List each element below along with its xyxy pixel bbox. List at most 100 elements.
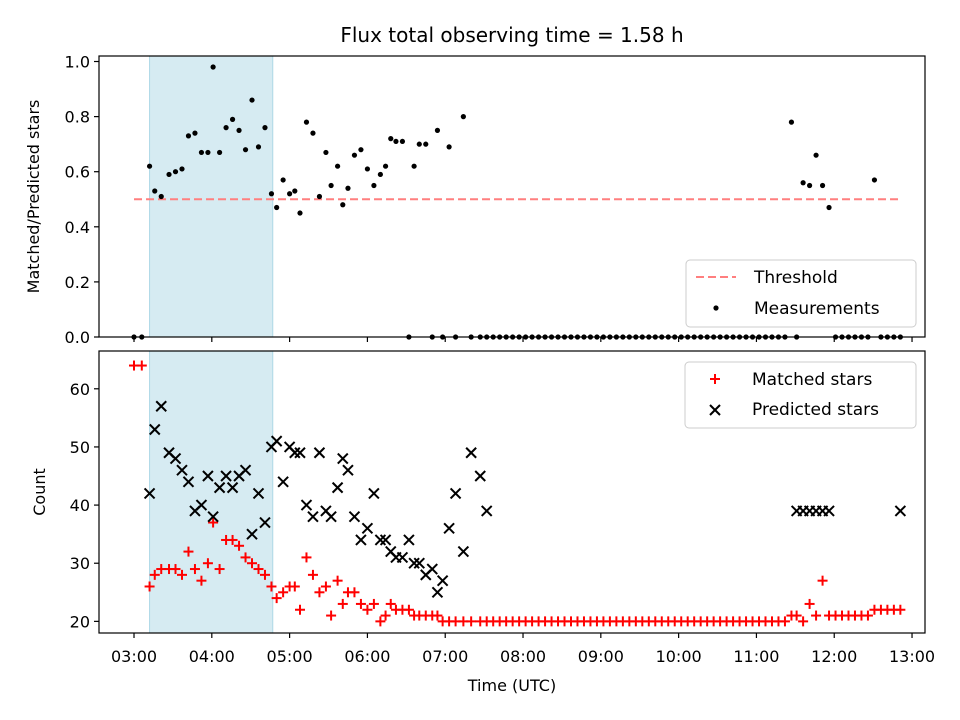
- predicted-star-point: [331, 481, 344, 494]
- predicted-star-point: [368, 487, 380, 500]
- bottom-legend: Matched stars Predicted stars: [684, 361, 917, 429]
- measurement-point: [172, 169, 179, 175]
- matched-star-point: [403, 604, 414, 615]
- measurement-point: [192, 130, 198, 136]
- matched-star-point: [314, 587, 325, 598]
- measurement-point: [806, 182, 813, 189]
- measurement-point: [819, 182, 826, 189]
- measurement-point: [223, 125, 229, 131]
- bottom-legend-box: [684, 361, 917, 429]
- measurement-point: [303, 119, 310, 125]
- matched-star-point: [804, 598, 815, 609]
- predicted-star-point: [465, 447, 477, 459]
- measurement-point: [434, 127, 441, 133]
- predicted-star-point: [355, 534, 367, 546]
- matched-star-point: [798, 616, 809, 627]
- matched-star-point: [791, 610, 802, 621]
- predicted-star-point: [182, 476, 195, 488]
- xtick-label: 08:00: [500, 647, 546, 666]
- legend-predicted-label: Predicted stars: [752, 400, 879, 420]
- measurement-point: [334, 163, 341, 169]
- measurement-point: [328, 182, 334, 189]
- matched-star-point: [259, 569, 270, 580]
- predicted-star-point: [431, 586, 444, 599]
- predicted-star-point: [252, 487, 265, 500]
- matched-star-point: [337, 598, 348, 609]
- top-ytick-label: 1.0: [65, 53, 90, 72]
- xtick-label: 09:00: [578, 647, 624, 666]
- matched-star-point: [307, 569, 318, 580]
- top-ytick-label: 0.0: [65, 328, 90, 347]
- matched-star-point: [234, 540, 245, 551]
- measurement-point: [358, 147, 364, 153]
- predicted-star-point: [481, 505, 493, 517]
- predicted-star-point: [226, 481, 239, 494]
- predicted-star-point: [149, 423, 161, 436]
- predicted-star-point: [474, 470, 486, 482]
- predicted-star-point: [307, 511, 319, 523]
- measurement-point: [813, 152, 819, 158]
- measurement-point: [871, 177, 878, 183]
- measurement-point: [166, 171, 172, 178]
- matched-star-point: [320, 581, 331, 592]
- measurement-point: [152, 188, 158, 194]
- matched-star-point: [271, 593, 282, 604]
- measurement-point: [416, 141, 422, 147]
- matched-star-point: [326, 610, 337, 621]
- measurement-point: [345, 185, 351, 191]
- legend-predicted-swatch: [709, 404, 721, 416]
- measurement-point: [236, 127, 242, 133]
- predicted-star-point: [155, 400, 167, 412]
- measurement-point: [297, 210, 303, 216]
- predicted-star-point: [894, 505, 907, 517]
- xtick-label: 03:00: [111, 647, 157, 666]
- predicted-star-point: [300, 499, 313, 511]
- predicted-star-point: [176, 464, 188, 476]
- bottom-y-axis-ticks: 20 30 40 50 60: [70, 380, 99, 631]
- measurement-point: [316, 193, 323, 200]
- top-shaded-interval: [149, 55, 274, 338]
- predicted-star-point: [379, 534, 392, 546]
- predicted-star-point: [403, 534, 415, 546]
- measurement-point: [255, 144, 262, 150]
- predicted-star-point: [337, 452, 349, 465]
- bottom-ytick-label: 40: [70, 496, 90, 515]
- predicted-star-point: [361, 522, 374, 535]
- matched-star-point: [779, 616, 790, 627]
- xtick-label: 13:00: [889, 647, 935, 666]
- measurement-point: [340, 202, 346, 208]
- matched-star-point: [189, 564, 200, 575]
- legend-measurements-swatch: [713, 305, 719, 311]
- xtick-label: 10:00: [656, 647, 702, 666]
- top-x-axis-ticks: [133, 337, 913, 342]
- measurement-point: [382, 163, 389, 169]
- measurement-point: [287, 191, 293, 197]
- measurement-point: [185, 133, 192, 139]
- bottom-ytick-label: 20: [70, 612, 90, 631]
- predicted-star-point: [289, 447, 301, 459]
- predicted-star-point: [325, 511, 337, 523]
- top-ytick-label: 0.6: [65, 163, 90, 182]
- matched-star-point: [196, 575, 207, 586]
- measurement-point: [364, 166, 371, 172]
- predicted-star-point: [374, 534, 387, 546]
- xtick-label: 06:00: [344, 647, 390, 666]
- matched-star-point: [253, 564, 264, 575]
- matched-star-point: [355, 598, 366, 609]
- predicted-star-point: [270, 435, 283, 447]
- predicted-star-point: [313, 447, 326, 459]
- measurement-point: [800, 180, 806, 186]
- measurement-point: [393, 138, 399, 145]
- measurement-point: [788, 119, 795, 125]
- predicted-star-point: [207, 511, 219, 523]
- xtick-label: 12:00: [811, 647, 857, 666]
- matched-star-point: [214, 564, 225, 575]
- measurement-point: [460, 114, 466, 120]
- matched-star-point: [332, 575, 343, 586]
- predicted-star-point: [239, 464, 252, 476]
- matched-star-point: [289, 581, 300, 592]
- matched-star-point: [170, 564, 181, 575]
- matched-star-point: [266, 581, 277, 592]
- matched-stars-series: [129, 360, 906, 627]
- xtick-label: 04:00: [189, 647, 235, 666]
